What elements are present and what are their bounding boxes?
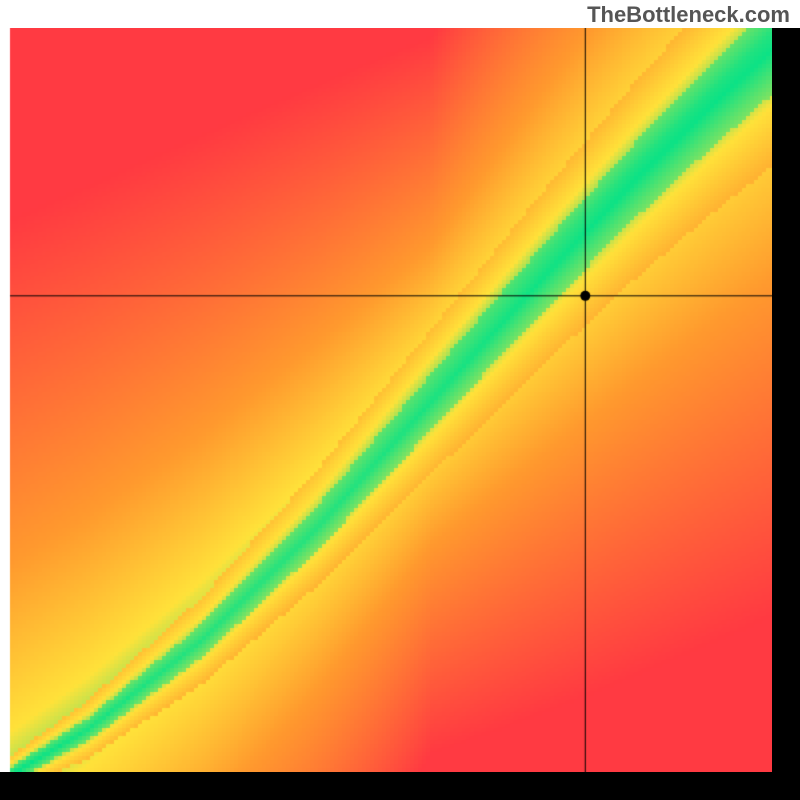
chart-container: TheBottleneck.com xyxy=(0,0,800,800)
watermark-text: TheBottleneck.com xyxy=(587,2,790,28)
heatmap-canvas xyxy=(0,0,800,800)
frame-bottom xyxy=(0,772,800,800)
frame-right xyxy=(772,28,800,772)
